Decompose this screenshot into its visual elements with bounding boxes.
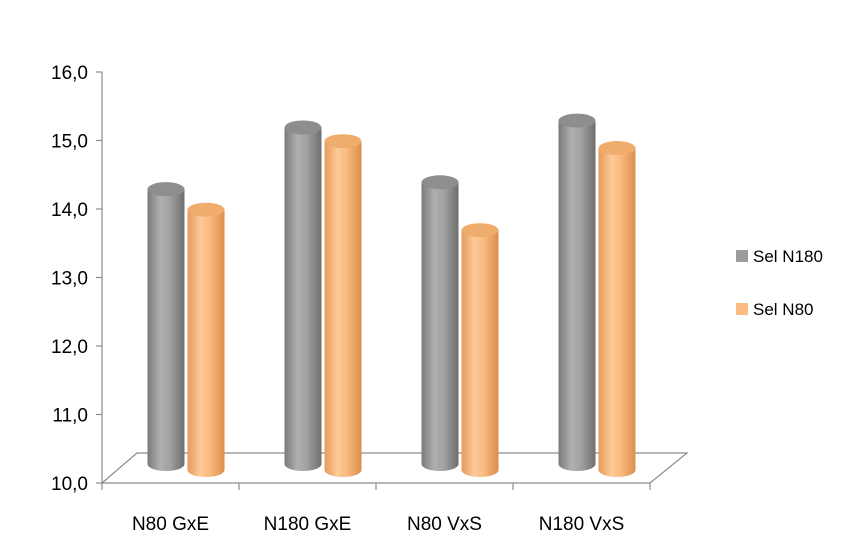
x-tick-label: N80 GxE <box>132 514 209 535</box>
bar-sel-n80-n180-gxe <box>324 134 362 478</box>
y-tick-label: 10,0 <box>51 474 88 495</box>
chart-floor <box>100 452 689 484</box>
bar-sel-n80-n80-vxs <box>461 223 499 478</box>
bar-sel-n80-n180-vxs <box>598 141 636 478</box>
legend-swatch <box>736 303 748 315</box>
y-tick-label: 16,0 <box>51 63 88 84</box>
bar-sel-n80-n80-gxe <box>187 202 225 478</box>
y-tick-label: 12,0 <box>51 337 88 358</box>
y-axis-ticks: 10,0 11,0 12,0 13,0 14,0 15,0 16,0 <box>51 63 102 495</box>
y-tick-label: 13,0 <box>51 269 88 290</box>
y-tick-label: 15,0 <box>51 132 88 153</box>
bar-sel-n180-n80-vxs <box>421 175 459 472</box>
legend-swatch <box>736 250 748 262</box>
bar-series <box>147 113 636 478</box>
bar-sel-n180-n180-gxe <box>284 120 322 471</box>
x-tick-label: N180 GxE <box>264 514 352 535</box>
legend-label: Sel N80 <box>753 300 813 319</box>
y-tick-label: 11,0 <box>52 406 88 427</box>
x-axis-ticks: N80 GxE N180 GxE N80 VxS N180 VxS <box>101 483 651 535</box>
legend: Sel N180 Sel N80 <box>736 247 823 319</box>
x-tick-label: N180 VxS <box>539 514 625 535</box>
bar-sel-n180-n180-vxs <box>558 113 596 472</box>
x-tick-label: N80 VxS <box>407 514 482 535</box>
legend-label: Sel N180 <box>753 247 823 266</box>
bar-sel-n180-n80-gxe <box>147 182 185 471</box>
y-tick-label: 14,0 <box>51 200 88 221</box>
